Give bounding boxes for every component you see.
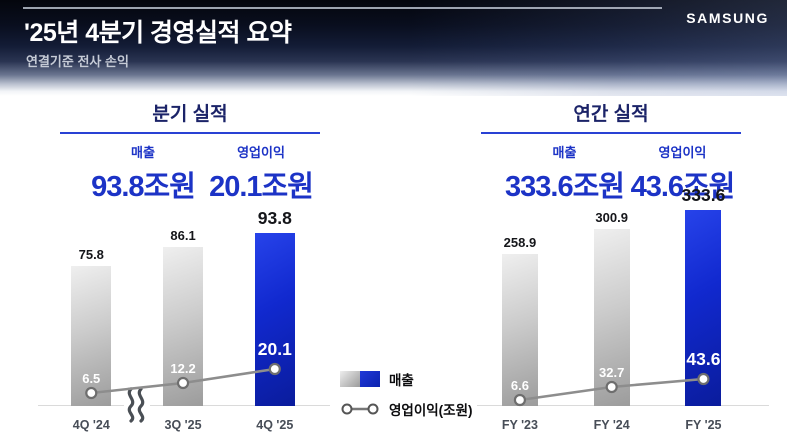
legend-row-profit: 영업이익(조원) [340, 399, 473, 419]
line-marker [268, 362, 281, 376]
bar-value-label: 258.9 [503, 235, 537, 250]
axis-break-icon [124, 387, 151, 423]
stat-value: 20.1조원 [209, 171, 314, 203]
legend-line-marker-icon [341, 403, 379, 415]
bar-value-label: 300.9 [595, 210, 628, 225]
line-value-label: 6.6 [510, 378, 529, 393]
legend-bar-label: 매출 [389, 373, 414, 388]
line-value-label: 6.5 [82, 371, 101, 386]
x-axis-label: 3Q '25 [164, 418, 202, 432]
revenue-bar [593, 229, 630, 406]
x-axis-label: 4Q '25 [256, 418, 294, 432]
panel-quarterly: 분기 실적 매출 93.8조원 영업이익 20.1조원 [60, 99, 320, 205]
stat-label: 영업이익 [658, 145, 707, 160]
section-underline [481, 132, 741, 134]
line-marker [176, 376, 190, 390]
x-axis-label: FY '25 [685, 418, 722, 432]
x-axis-label: 4Q '24 [72, 418, 110, 432]
stat-operating-profit: 영업이익 43.6조원 [624, 142, 741, 205]
samsung-logo: SAMSUNG [686, 10, 769, 26]
stat-sales: 매출 333.6조원 [505, 142, 625, 205]
bar-value-label: 93.8 [257, 208, 292, 228]
x-axis-label: FY '23 [501, 418, 538, 432]
page-subtitle: 연결기준 전사 손익 [26, 54, 129, 69]
stat-value: 93.8조원 [91, 171, 196, 203]
quarterly-chart: 75.8 4Q '24 86.1 3Q '25 93.8 4Q '25 6.5 12.2 20.… [38, 200, 334, 434]
x-axis-label: FY '24 [593, 418, 630, 432]
section-underline [60, 132, 320, 134]
quarterly-stats: 매출 93.8조원 영업이익 20.1조원 [60, 142, 320, 205]
legend: 매출 영업이익(조원) [340, 369, 473, 419]
bar-value-label: 75.8 [78, 247, 104, 262]
line-marker [697, 372, 710, 386]
revenue-bar [501, 254, 538, 406]
legend-gray-bar-swatch [340, 371, 360, 387]
stat-label: 매출 [552, 145, 577, 160]
header-banner: '25년 4분기 경영실적 요약 연결기준 전사 손익 SAMSUNG [0, 0, 787, 96]
line-value-label: 32.7 [599, 365, 625, 380]
header-top-rule [23, 7, 662, 9]
operating-profit-line [513, 372, 710, 407]
bar-value-label: 333.6 [681, 185, 726, 205]
stat-value: 333.6조원 [505, 171, 625, 203]
annual-stats: 매출 333.6조원 영업이익 43.6조원 [481, 142, 741, 205]
section-title-quarterly: 분기 실적 [152, 104, 228, 125]
page-title: '25년 4분기 경영실적 요약 [24, 19, 292, 47]
stat-operating-profit: 영업이익 20.1조원 [202, 142, 320, 205]
stat-label: 영업이익 [237, 145, 285, 160]
revenue-bar [254, 233, 295, 406]
annual-chart: 258.9 FY '23 300.9 FY '24 333.6 FY '25 6.6 32.7… [477, 185, 773, 434]
legend-line-label: 영업이익(조원) [389, 403, 473, 418]
stat-sales: 매출 93.8조원 [84, 142, 202, 205]
stat-value: 43.6조원 [630, 171, 736, 203]
section-title-annual: 연간 실적 [573, 104, 649, 125]
line-value-label: 12.2 [170, 361, 196, 376]
revenue-bar [71, 266, 112, 406]
legend-blue-bar-swatch [360, 371, 380, 387]
line-value-label: 43.6 [686, 349, 721, 369]
line-marker [513, 393, 527, 407]
bar-value-label: 86.1 [170, 228, 196, 243]
legend-row-sales: 매출 [340, 369, 473, 389]
panel-annual: 연간 실적 매출 333.6조원 영업이익 43.6조원 [481, 99, 741, 205]
line-marker [605, 380, 618, 394]
operating-profit-line [85, 362, 281, 400]
line-value-label: 20.1 [257, 339, 292, 359]
line-marker [85, 386, 98, 400]
stat-label: 매출 [131, 145, 155, 160]
